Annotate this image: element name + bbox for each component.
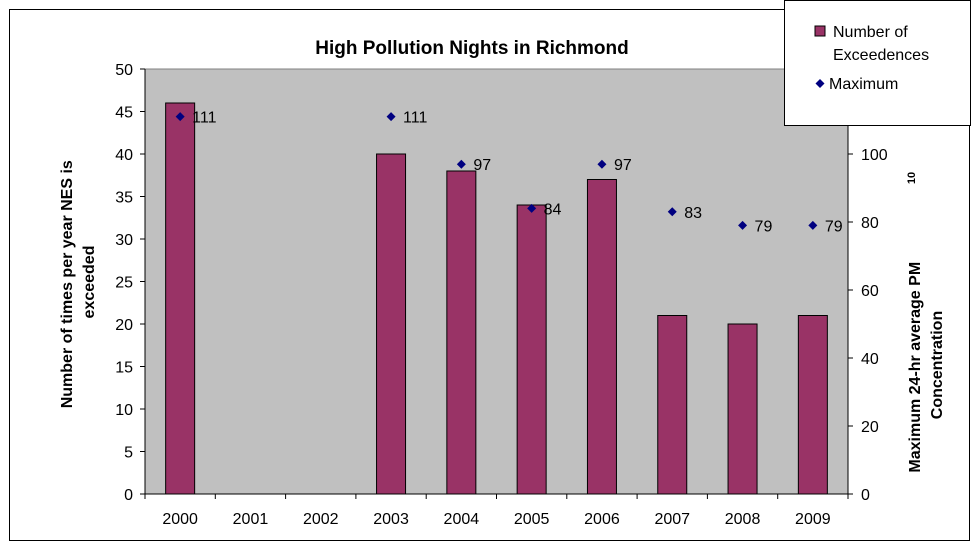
markers-group: 111 111 97 84 97 83 79 79 bbox=[175, 110, 843, 235]
marker-2003 bbox=[386, 112, 396, 122]
left-tick-label-5: 5 bbox=[124, 445, 133, 462]
data-label-2008: 79 bbox=[755, 218, 773, 235]
x-tick-label-2006: 2006 bbox=[584, 511, 620, 528]
x-axis: 2000 2001 2002 2003 2004 2005 2006 2007 2008 2009 bbox=[144, 493, 849, 528]
bar-2004 bbox=[446, 170, 477, 495]
data-label-2007: 83 bbox=[684, 205, 702, 222]
y2-axis-title-subscript: 10 bbox=[906, 172, 918, 184]
right-axis: 0 20 40 60 80 100 bbox=[847, 69, 888, 504]
bar-2007 bbox=[657, 315, 688, 495]
legend-swatch-bar bbox=[814, 25, 826, 37]
right-tick-label-100: 100 bbox=[861, 147, 888, 164]
right-tick-label-0: 0 bbox=[861, 487, 870, 504]
legend-label-bar-line-2: Exceedences bbox=[833, 47, 929, 64]
marker-2005 bbox=[527, 203, 537, 213]
data-label-2003: 111 bbox=[403, 110, 427, 127]
marker-2006 bbox=[597, 159, 607, 169]
bar-2006 bbox=[586, 179, 617, 495]
x-tick-label-2002: 2002 bbox=[303, 511, 339, 528]
left-tick-label-25: 25 bbox=[115, 275, 133, 292]
y2-axis-title-line-2: Concentration bbox=[929, 311, 946, 419]
data-label-2005: 84 bbox=[544, 201, 562, 218]
right-tick-label-20: 20 bbox=[861, 419, 879, 436]
marker-2007 bbox=[667, 207, 677, 217]
y2-axis-title: Maximum 24-hr average PM Concentration bbox=[907, 257, 946, 472]
data-label-2000: 111 bbox=[192, 110, 216, 127]
x-tick-label-2008: 2008 bbox=[725, 511, 761, 528]
legend-marker-diamond bbox=[815, 79, 825, 88]
y-axis-title-line-1: Number of times per year NES is bbox=[59, 160, 76, 408]
x-tick-label-2005: 2005 bbox=[514, 511, 550, 528]
bar-2000 bbox=[165, 102, 196, 495]
left-tick-label-0: 0 bbox=[124, 487, 133, 504]
data-label-2004: 97 bbox=[473, 157, 491, 174]
left-tick-label-35: 35 bbox=[115, 190, 133, 207]
legend-label-marker: Maximum bbox=[829, 76, 898, 93]
legend-box bbox=[784, 0, 971, 126]
marker-2004 bbox=[456, 159, 466, 169]
marker-2000 bbox=[175, 112, 185, 122]
marker-2009 bbox=[808, 220, 818, 230]
x-tick-label-2009: 2009 bbox=[795, 511, 831, 528]
left-tick-label-20: 20 bbox=[115, 317, 133, 334]
y-axis-title: Number of times per year NES is exceeded bbox=[59, 156, 98, 409]
x-tick-label-2000: 2000 bbox=[162, 511, 198, 528]
x-tick-label-2007: 2007 bbox=[654, 511, 690, 528]
bar-2003 bbox=[376, 153, 407, 495]
y-axis-title-line-2: exceeded bbox=[81, 246, 98, 319]
legend-label-bar-line-1: Number of bbox=[833, 24, 908, 41]
left-tick-label-30: 30 bbox=[115, 232, 133, 249]
legend: Number of Exceedences Maximum bbox=[784, 0, 971, 126]
right-tick-label-60: 60 bbox=[861, 283, 879, 300]
chart-title: High Pollution Nights in Richmond bbox=[315, 38, 628, 59]
bars-group bbox=[165, 102, 828, 495]
data-label-2009: 79 bbox=[825, 218, 843, 235]
left-tick-label-45: 45 bbox=[115, 105, 133, 122]
bar-2005 bbox=[516, 204, 547, 495]
x-tick-label-2004: 2004 bbox=[444, 511, 480, 528]
left-tick-label-10: 10 bbox=[115, 402, 133, 419]
data-label-2006: 97 bbox=[614, 157, 632, 174]
left-tick-label-50: 50 bbox=[115, 62, 133, 79]
bar-2008 bbox=[727, 323, 758, 495]
left-tick-label-40: 40 bbox=[115, 147, 133, 164]
right-tick-label-40: 40 bbox=[861, 351, 879, 368]
left-axis: 0 5 10 15 20 25 30 35 40 45 50 bbox=[115, 62, 146, 504]
x-tick-label-2003: 2003 bbox=[373, 511, 409, 528]
x-tick-label-2001: 2001 bbox=[233, 511, 269, 528]
right-tick-label-80: 80 bbox=[861, 215, 879, 232]
bar-2009 bbox=[797, 315, 828, 495]
marker-2008 bbox=[738, 220, 748, 230]
y2-axis-title-line-1: Maximum 24-hr average PM bbox=[907, 262, 924, 473]
left-tick-label-15: 15 bbox=[115, 360, 133, 377]
